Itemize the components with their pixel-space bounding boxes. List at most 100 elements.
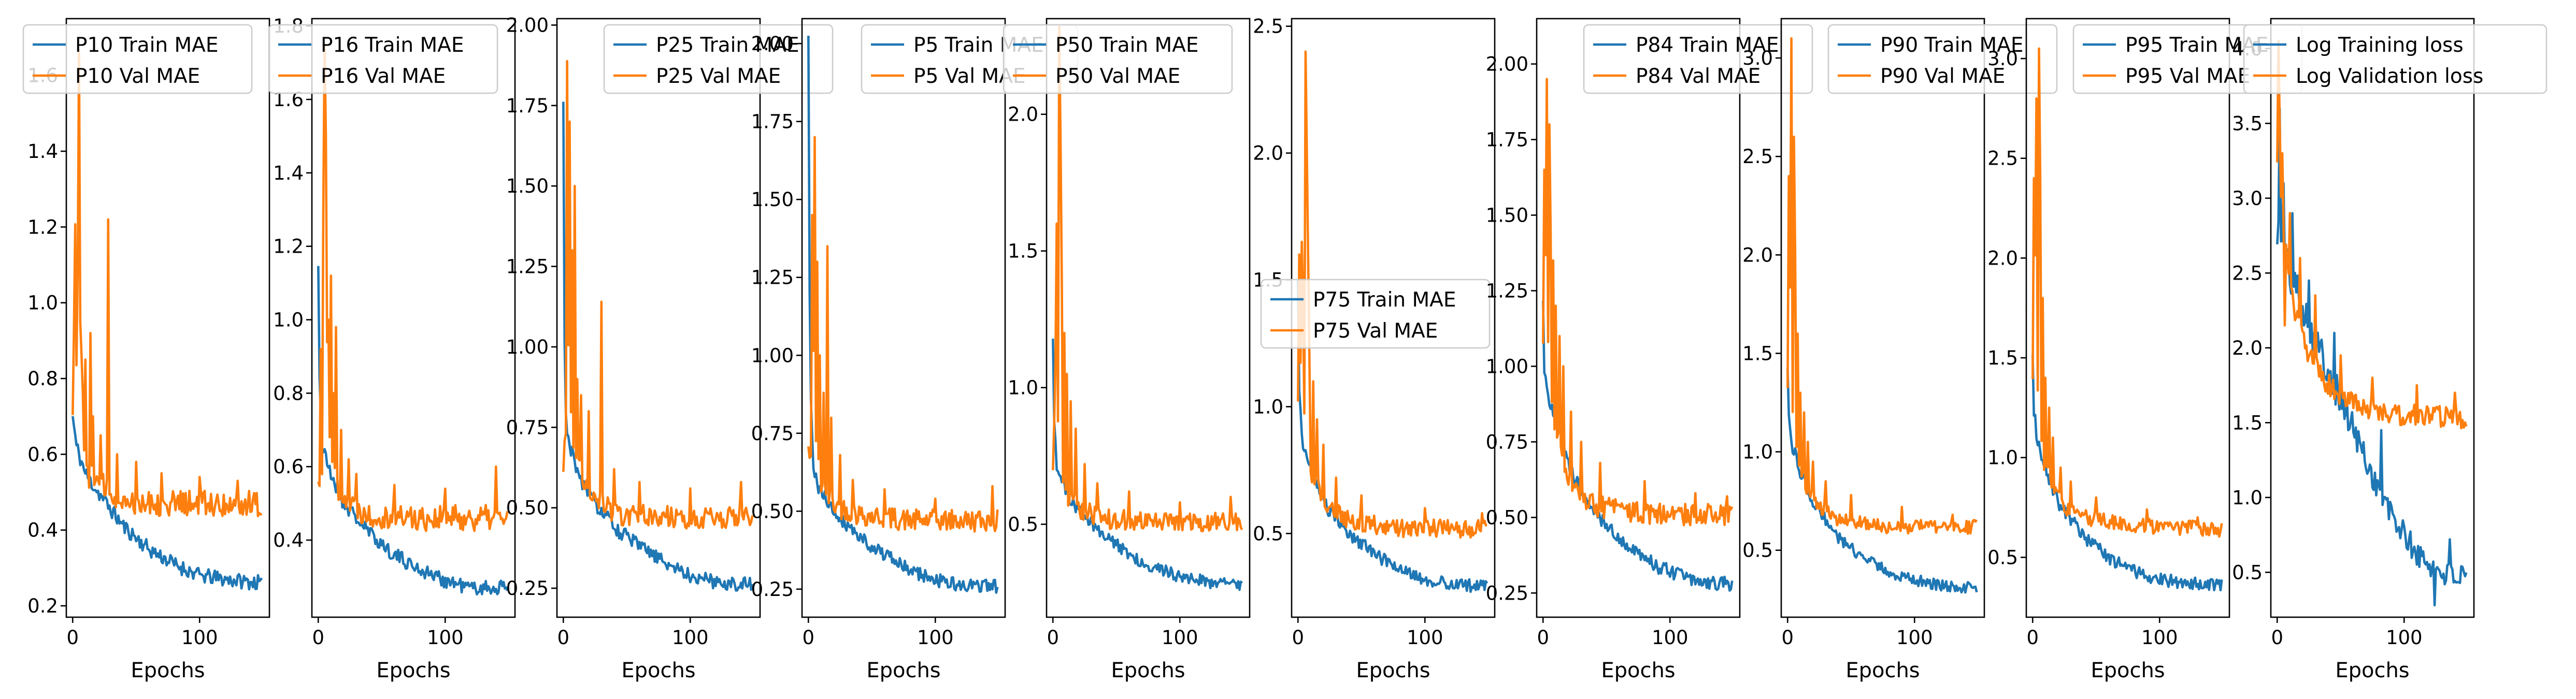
axes-frame xyxy=(311,18,516,618)
legend: P25 Train MAE P25 Val MAE xyxy=(603,24,834,94)
y-tick-label: 0.5 xyxy=(1742,540,1773,562)
axes-frame xyxy=(1780,18,1985,618)
y-tick-label: 1.00 xyxy=(751,344,794,367)
legend-box xyxy=(1827,24,2058,94)
legend: P75 Train MAE P75 Val MAE xyxy=(1260,279,1491,349)
series-line-val xyxy=(1542,78,1734,527)
axes-frame xyxy=(556,18,761,618)
axes-frame xyxy=(65,18,270,618)
y-tick-label: 3.0 xyxy=(2232,187,2263,210)
legend-box xyxy=(268,24,498,94)
plot-area xyxy=(1052,25,1243,591)
legend-box xyxy=(1260,279,1491,349)
legend-label: P95 Val MAE xyxy=(2125,65,2250,88)
x-axis-label: Epochs xyxy=(1356,659,1430,682)
y-tick-label: 2.0 xyxy=(1742,244,1773,266)
y-tick-label: 1.50 xyxy=(506,175,549,197)
series-line-val xyxy=(71,49,263,517)
y-tick-label: 1.0 xyxy=(27,292,58,314)
y-tick-label: 2.5 xyxy=(1253,16,1283,38)
series-line-train xyxy=(1297,279,1489,593)
y-tick-label: 1.50 xyxy=(1486,204,1528,226)
legend-label: P25 Train MAE xyxy=(656,34,799,57)
x-axis-label: Epochs xyxy=(2091,659,2165,682)
y-tick-label: 0.75 xyxy=(751,423,794,445)
y-tick-label: 0.75 xyxy=(1486,431,1528,453)
y-tick-label: 0.4 xyxy=(273,529,304,551)
x-tick-label: 0 xyxy=(2271,627,2283,649)
subplot-2: 0.40.60.81.01.21.41.61.80100EpochsP16 Tr… xyxy=(268,15,516,682)
series-line-train xyxy=(1542,300,1734,592)
legend-box xyxy=(1583,24,1813,94)
legend-label: P90 Train MAE xyxy=(1880,34,2024,57)
series-line-val xyxy=(562,60,754,530)
y-tick-label: 2.0 xyxy=(1987,247,2018,269)
series-line-train xyxy=(2276,107,2468,607)
series-line-val xyxy=(807,136,999,533)
x-tick-label: 100 xyxy=(917,627,954,649)
y-tick-label: 1.25 xyxy=(1486,280,1528,302)
plot-area xyxy=(1297,50,1489,593)
y-tick-label: 0.50 xyxy=(506,497,549,519)
y-tick-label: 0.50 xyxy=(1486,506,1528,529)
series-line-train xyxy=(1052,339,1243,591)
y-tick-label: 0.25 xyxy=(1486,582,1528,604)
y-tick-label: 0.25 xyxy=(506,577,549,600)
x-tick-label: 100 xyxy=(2386,627,2423,649)
x-tick-label: 0 xyxy=(557,627,569,649)
series-line-val xyxy=(1052,25,1243,533)
legend-label: P10 Val MAE xyxy=(75,65,200,88)
axes-frame xyxy=(2025,18,2230,618)
series-line-train xyxy=(562,101,754,592)
y-tick-label: 3.0 xyxy=(1742,47,1773,69)
x-tick-label: 0 xyxy=(1292,627,1304,649)
x-tick-label: 0 xyxy=(66,627,79,649)
x-axis-label: Epochs xyxy=(1601,659,1675,682)
x-tick-label: 100 xyxy=(181,627,218,649)
subplot-3: 0.25 0.50 0.75 1.00 1.25 1.50 1.75 2.00 0 100 Epoc… xyxy=(506,14,834,682)
y-tick-label: 0.5 xyxy=(2232,561,2263,584)
y-tick-label: 2.0 xyxy=(1253,142,1283,165)
y-tick-label: 1.5 xyxy=(2232,412,2263,434)
y-tick-label: 1.4 xyxy=(273,162,304,184)
y-tick-label: 1.00 xyxy=(506,336,549,358)
legend-label: P50 Train MAE xyxy=(1055,34,1199,57)
y-tick-label: 0.5 xyxy=(1987,546,2018,569)
y-tick-label: 0.50 xyxy=(751,500,794,522)
legend: P84 Train MAE P84 Val MAE xyxy=(1583,24,1813,94)
y-tick-label: 1.0 xyxy=(273,309,304,331)
x-axis-label: Epochs xyxy=(376,659,450,682)
y-tick-label: 1.5 xyxy=(1987,347,2018,369)
y-tick-label: 2.5 xyxy=(1987,148,2018,170)
x-tick-label: 0 xyxy=(802,627,814,649)
y-tick-label: 1.2 xyxy=(27,216,58,238)
x-tick-label: 0 xyxy=(2026,627,2039,649)
legend-label: Log Validation loss xyxy=(2296,65,2483,88)
legend-label: P16 Val MAE xyxy=(321,65,446,88)
legend-box xyxy=(22,24,253,94)
plot-area xyxy=(2276,40,2468,607)
y-tick-label: 0.8 xyxy=(27,368,58,390)
plot-area xyxy=(2031,47,2223,592)
legend-label: P84 Val MAE xyxy=(1636,65,1761,88)
y-tick-label: 2.00 xyxy=(1486,53,1528,76)
y-tick-label: 0.5 xyxy=(1008,514,1038,536)
y-tick-label: 3.0 xyxy=(1987,48,2018,70)
y-tick-label: 2.0 xyxy=(2232,337,2263,359)
series-line-val xyxy=(1297,50,1487,539)
y-tick-label: 1.0 xyxy=(1987,447,2018,469)
y-tick-label: 1.75 xyxy=(751,111,794,133)
y-tick-label: 1.50 xyxy=(751,188,794,211)
axes-frame xyxy=(1046,18,1251,618)
y-tick-label: 1.2 xyxy=(273,236,304,258)
y-tick-label: 2.00 xyxy=(506,14,549,36)
series-line-train xyxy=(807,35,999,594)
x-axis-label: Epochs xyxy=(1845,659,1920,682)
y-tick-label: 1.25 xyxy=(506,256,549,278)
legend-label: P10 Train MAE xyxy=(75,34,219,57)
y-tick-label: 2.0 xyxy=(1008,104,1038,126)
x-tick-label: 0 xyxy=(312,627,324,649)
y-tick-label: 3.5 xyxy=(2232,112,2263,135)
